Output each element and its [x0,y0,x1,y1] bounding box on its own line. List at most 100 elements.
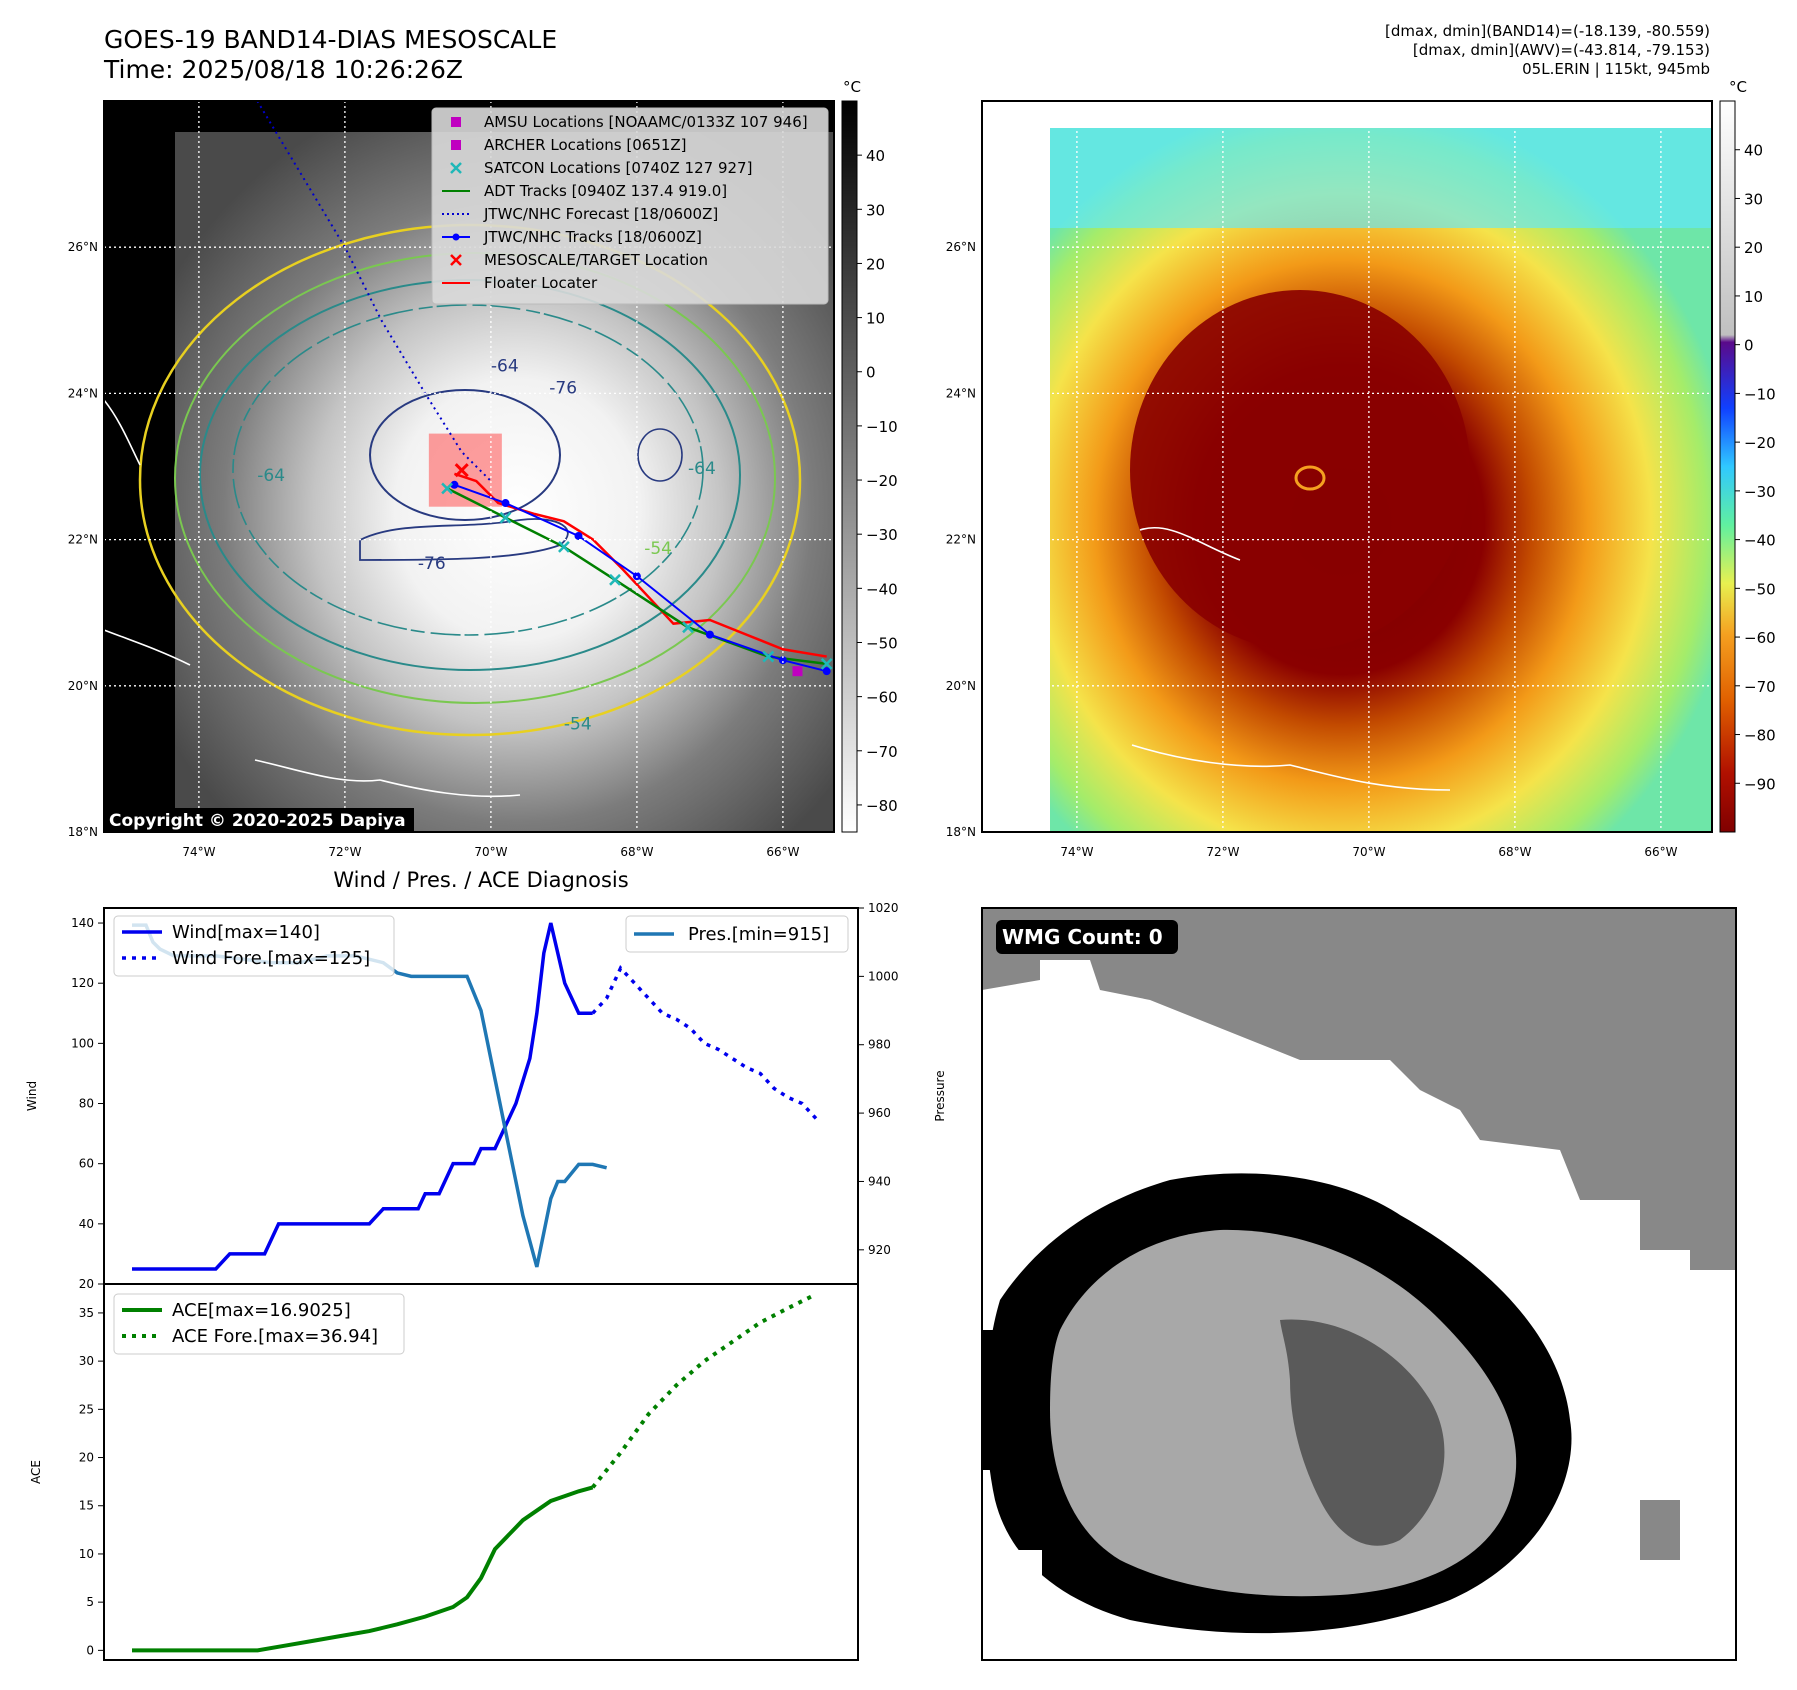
wmg-count-label: WMG Count: 0 [1002,925,1163,949]
legend-x-icon [450,162,462,174]
colorbar-tick-label: −10 [1744,385,1776,403]
contour-navy-cell [637,428,683,482]
pressure-legend-box [625,915,849,953]
colorbar-tick-label: −20 [866,472,898,490]
ace-legend-box [113,1293,405,1355]
title-line-2: Time: 2025/08/18 10:26:26Z [104,55,463,84]
wmg-count-badge [996,920,1178,954]
lon-label: 72°W [1206,845,1239,859]
colorbar-tick-label: −30 [1744,483,1776,501]
lon-label: 66°W [766,845,799,859]
colorbar-gray [841,100,858,833]
stats-storm: 05L.ERIN | 115kt, 945mb [1522,60,1710,78]
colorbar-tick-label: 10 [1744,288,1763,306]
y-right-tick-label: 920 [868,1243,891,1257]
colorbar-tick-label: 30 [1744,190,1763,208]
wind-legend-box [113,915,395,977]
floater-track [454,472,827,658]
colorbar-tick-label: 0 [866,364,876,382]
jtwc-track-point [501,499,510,508]
legend-x-icon [450,254,462,266]
colorbar-tick-label: 20 [1744,239,1763,257]
legend-label: JTWC/NHC Forecast [18/0600Z] [483,205,718,223]
y-right-axis-label: Pressure [933,1070,947,1121]
colorbar-tick-label: 30 [866,201,885,219]
y-tick-label: 20 [79,1277,94,1291]
stats-block: [dmax, dmin](BAND14)=(-18.139, -80.559) … [1385,22,1710,79]
legend-label: Pres.[min=915] [688,924,829,945]
colorbar-tick-label: −50 [866,634,898,652]
y-right-tick-label: 980 [868,1038,891,1052]
y-right-tick-label: 1020 [868,901,899,915]
legend-label: ADT Tracks [0940Z 137.4 919.0] [484,182,727,200]
amsu-marker [792,666,803,677]
ace-series-line-0 [132,1485,594,1653]
legend-square-icon [451,117,461,127]
colorbar-tick-label: 40 [866,147,885,165]
colorbar-tick-label: −40 [866,580,898,598]
ace-series-line-1 [591,1292,817,1489]
wind-pressure-chart: 20 40 60 80 100 120 140 920 940 960 980 1000 1020 Win… [25,901,947,1291]
lat-label: 26°N [946,240,976,254]
contour-label: -64 [688,459,716,479]
contour-navy [369,389,561,521]
y-right-tick-label: 960 [868,1106,891,1120]
y-axis-label: ACE [29,1460,43,1484]
y-tick-label: 5 [86,1595,94,1609]
lon-label: 66°W [1644,845,1677,859]
lon-label: 74°W [182,845,215,859]
contour-label: -76 [418,554,446,574]
colorbar-tick-label: −60 [866,689,898,707]
series-line-0 [132,922,593,1271]
y-tick-label: 100 [71,1036,94,1050]
y-tick-label: 35 [79,1306,94,1320]
wmg-white-patch [982,1550,1042,1660]
y-axis-label: Wind [25,1081,39,1111]
lon-label: 72°W [328,845,361,859]
legend-label: MESOSCALE/TARGET Location [484,251,708,269]
ir-cold-region [1050,128,1712,228]
colorbar-tick-label: −90 [1744,775,1776,793]
lat-label: 18°N [946,825,976,839]
satcon-marker [762,650,775,663]
lon-label: 68°W [1498,845,1531,859]
legend-label: AMSU Locations [NOAAMC/0133Z 107 946] [484,113,808,131]
colorbar-tick-label: 40 [1744,142,1763,160]
jtwc-track-point [450,480,459,489]
ace-chart: 0 5 10 15 20 25 30 35 ACE ACE[max=16.9025] ACE For… [29,1283,859,1661]
colorbar-tick-label: −40 [1744,532,1776,550]
lon-label: 70°W [1352,845,1385,859]
contour-label: -54 [644,539,672,559]
colorbar-tick-label: −80 [1744,727,1776,745]
jtwc-forecast-track [256,101,492,482]
eye [1294,465,1326,491]
y-tick-label: 20 [79,1451,94,1465]
contour-teal-inner [232,304,704,636]
colorbar-tick-label: −20 [1744,434,1776,452]
legend-label: SATCON Locations [0740Z 127 927] [484,159,752,177]
target-marker [454,463,469,478]
satcon-marker [441,482,453,495]
legend-dot-icon [452,233,460,241]
colorbar-tick-label: −80 [866,797,898,815]
y-tick-label: 40 [79,1217,94,1231]
colorbar-tick-label: −70 [1744,678,1776,696]
lon-label: 68°W [620,845,653,859]
y-tick-label: 15 [79,1499,94,1513]
ir-jet-panel [981,100,1713,833]
y-tick-label: 80 [79,1097,94,1111]
y-tick-label: 120 [71,976,94,990]
wmg-dark-gray [1280,1319,1445,1546]
satcon-marker [682,621,694,634]
map-legend: AMSU Locations [NOAAMC/0133Z 107 946] ARC… [431,107,829,305]
jtwc-track-point [778,656,787,665]
stats-band14: [dmax, dmin](BAND14)=(-18.139, -80.559) [1385,22,1710,40]
lat-label: 24°N [68,386,98,400]
legend-label: ACE Fore.[max=36.94] [172,1326,378,1347]
legend-label: Wind[max=140] [172,922,320,943]
lat-label: 22°N [946,533,976,547]
diagnosis-title: Wind / Pres. / ACE Diagnosis [333,868,628,892]
y-right-tick-label: 1000 [868,969,899,983]
legend-box [431,107,829,305]
